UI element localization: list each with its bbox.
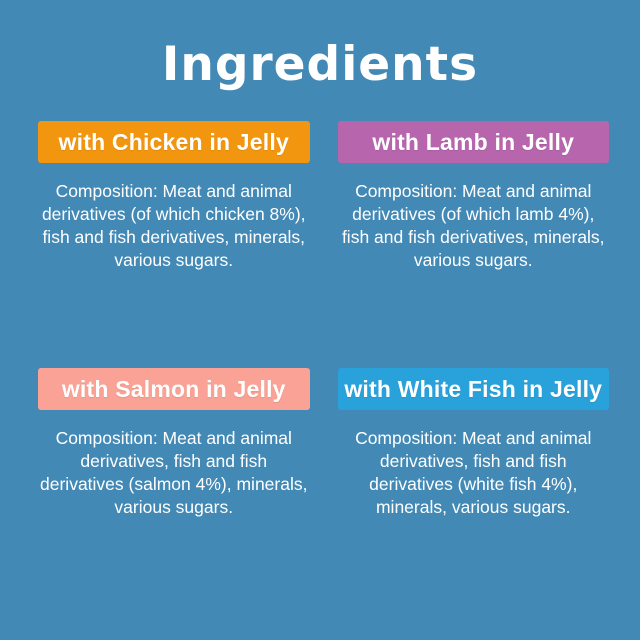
variant-composition-lamb: Composition: Meat and animal derivatives… [341, 180, 605, 270]
variant-card-chicken: with Chicken in Jelly Composition: Meat … [38, 120, 310, 272]
variant-composition-white-fish: Composition: Meat and animal derivatives… [355, 427, 592, 517]
variant-composition-salmon: Composition: Meat and animal derivatives… [40, 427, 308, 517]
variant-composition-chicken: Composition: Meat and animal derivatives… [41, 180, 306, 270]
variant-header-lamb: with Lamb in Jelly [337, 120, 609, 163]
variant-header-chicken: with Chicken in Jelly [38, 120, 310, 163]
page-title: Ingredients [161, 37, 479, 92]
variant-card-salmon: with Salmon in Jelly Composition: Meat a… [38, 367, 310, 519]
variants-grid: with Chicken in Jelly Composition: Meat … [0, 120, 640, 519]
variant-card-lamb: with Lamb in Jelly Composition: Meat and… [337, 120, 609, 272]
variant-header-white-fish: with White Fish in Jelly [337, 367, 609, 410]
variant-card-white-fish: with White Fish in Jelly Composition: Me… [337, 367, 609, 519]
variant-header-salmon: with Salmon in Jelly [38, 367, 310, 410]
